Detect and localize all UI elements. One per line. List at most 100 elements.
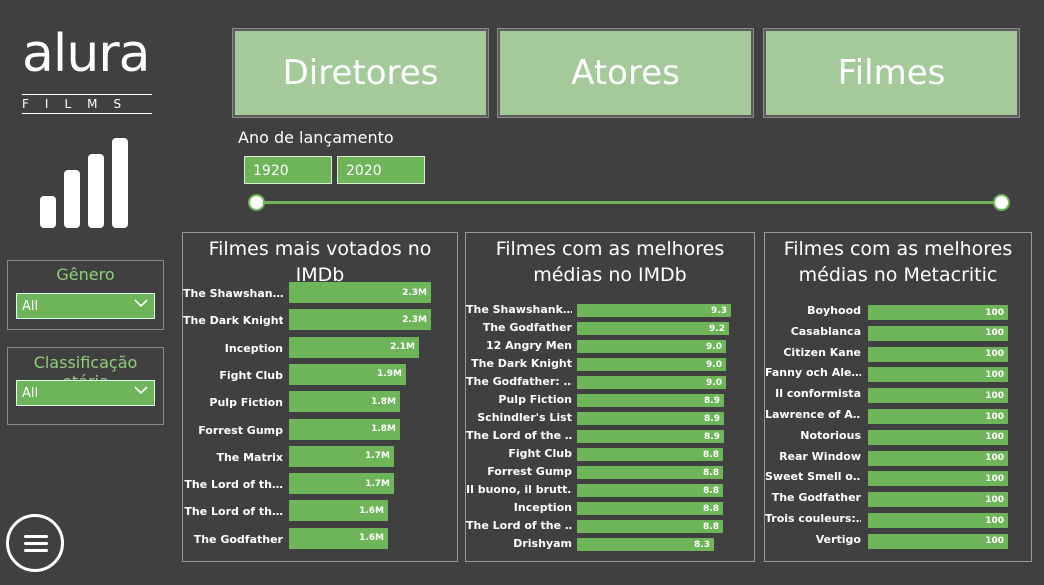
logo-rule-top [22, 94, 152, 95]
bar[interactable]: 100 [868, 305, 1008, 320]
bar-label: Casablanca [790, 324, 861, 338]
year-slider-start-handle[interactable] [248, 194, 265, 211]
bar-label: Lawrence of A… [765, 408, 861, 421]
year-to-input[interactable]: 2020 [337, 156, 425, 184]
year-slider-track[interactable] [256, 201, 1002, 204]
hamburger-icon [24, 535, 48, 538]
bar[interactable]: 8.8 [577, 520, 723, 533]
bar-label: The Godfather [771, 491, 861, 505]
chevron-down-icon [134, 386, 148, 395]
bar[interactable]: 1.7M [289, 445, 394, 467]
bar[interactable]: 100 [868, 409, 1008, 424]
bar-label: Drishyam [513, 537, 572, 550]
hamburger-icon-line [24, 549, 48, 552]
bar[interactable]: 100 [868, 367, 1008, 383]
bar[interactable]: 2.3M [289, 282, 431, 303]
bar-value-label: 8.8 [703, 485, 719, 496]
bar-value-label: 9.3 [711, 305, 727, 316]
bar-label: Pulp Fiction [498, 393, 572, 406]
bar[interactable]: 1.8M [289, 418, 400, 440]
bar[interactable]: 8.9 [577, 430, 724, 443]
bar[interactable]: 2.3M [289, 309, 431, 331]
bar[interactable]: 8.8 [577, 448, 723, 461]
genre-dropdown[interactable]: All [16, 293, 155, 319]
genre-filter-title: Gênero [56, 265, 115, 284]
chart-best-average-imdb: Filmes com as melhores médias no IMDb Th… [465, 232, 755, 562]
bar[interactable]: 1.9M [289, 363, 406, 385]
nav-atores-button[interactable]: Atores [497, 28, 754, 118]
bar-value-label: 1.6M [359, 533, 384, 544]
bar-label: Inception [513, 501, 572, 514]
chart-title: Filmes com as melhores médias no IMDb [495, 238, 725, 286]
bar[interactable]: 9.0 [577, 376, 726, 389]
bar-label: The Shawshan… [183, 287, 283, 300]
logo-wordmark: alura [22, 24, 151, 84]
nav-filmes-button[interactable]: Filmes [763, 28, 1020, 118]
bar-value-label: 9.0 [706, 377, 722, 388]
bar[interactable]: 100 [868, 388, 1008, 404]
year-from-input[interactable]: 1920 [244, 156, 332, 184]
bar-label: The Lord of the … [466, 429, 572, 442]
nav-diretores-button[interactable]: Diretores [232, 28, 489, 118]
bar-label: The Dark Knight [471, 357, 572, 370]
bar[interactable]: 8.8 [577, 484, 723, 497]
bar[interactable]: 8.3 [577, 538, 714, 551]
bar[interactable]: 100 [868, 429, 1008, 445]
bar-value-label: 100 [985, 411, 1004, 422]
bar[interactable]: 1.6M [289, 500, 388, 522]
bar-label: 12 Angry Men [485, 339, 572, 352]
bar-label: Il buono, il brutt… [466, 483, 572, 496]
bar-label: The Lord of the … [466, 519, 572, 532]
bar-value-label: 1.7M [365, 478, 390, 489]
bar-label: The Godfather: … [466, 375, 572, 388]
hamburger-icon-line [24, 542, 48, 545]
bar-value-label: 9.2 [709, 323, 725, 334]
bar[interactable]: 1.6M [289, 527, 388, 549]
bar-label: Forrest Gump [487, 465, 572, 478]
bar[interactable]: 9.3 [577, 304, 731, 317]
bar-label: The Lord of th… [184, 505, 283, 519]
bar-value-label: 100 [985, 307, 1004, 318]
bar[interactable]: 100 [868, 325, 1008, 341]
bar[interactable]: 100 [868, 533, 1008, 549]
bar[interactable]: 9.0 [577, 358, 726, 371]
bar-label: Boyhood [807, 304, 861, 317]
menu-button[interactable] [6, 514, 64, 572]
bar-label: Sweet Smell o… [765, 470, 861, 484]
bar[interactable]: 9.0 [577, 340, 726, 353]
bar[interactable]: 100 [868, 492, 1008, 508]
bar-value-label: 1.8M [371, 396, 396, 407]
bar[interactable]: 8.8 [577, 502, 723, 515]
bar[interactable]: 100 [868, 513, 1008, 528]
bar[interactable]: 100 [868, 346, 1008, 362]
bar-label: Fight Club [508, 447, 572, 460]
bar-value-label: 9.0 [706, 359, 722, 370]
bar-label: The Godfather [482, 321, 572, 334]
bar[interactable]: 8.9 [577, 394, 724, 407]
bar-label: The Dark Knight [183, 314, 283, 328]
bar-label: Trois couleurs:… [765, 512, 861, 525]
bar[interactable]: 8.8 [577, 466, 723, 479]
bar[interactable]: 1.7M [289, 473, 394, 495]
bar-value-label: 100 [985, 453, 1004, 464]
bar[interactable]: 2.1M [289, 336, 419, 358]
bar-value-label: 100 [985, 494, 1004, 505]
bar[interactable]: 9.2 [577, 322, 729, 335]
bar-value-label: 100 [985, 369, 1004, 380]
bar[interactable]: 100 [868, 450, 1008, 466]
bar[interactable]: 100 [868, 471, 1008, 487]
bar-label: The Matrix [216, 450, 283, 464]
bar-value-label: 100 [985, 432, 1004, 443]
year-slider-end-handle[interactable] [993, 194, 1010, 211]
bar-value-label: 9.0 [706, 341, 722, 352]
bar-value-label: 2.3M [402, 314, 427, 325]
rating-dropdown[interactable]: All [16, 380, 155, 406]
bar-value-label: 8.9 [704, 395, 720, 406]
bar-value-label: 8.8 [703, 521, 719, 532]
bar[interactable]: 8.9 [577, 412, 724, 425]
bar-label: Pulp Fiction [209, 396, 283, 410]
chart-title: Filmes com as melhores médias no Metacri… [783, 238, 1013, 286]
bar[interactable]: 1.8M [289, 391, 400, 413]
bar-value-label: 2.3M [402, 287, 427, 298]
bar-value-label: 8.8 [703, 467, 719, 478]
